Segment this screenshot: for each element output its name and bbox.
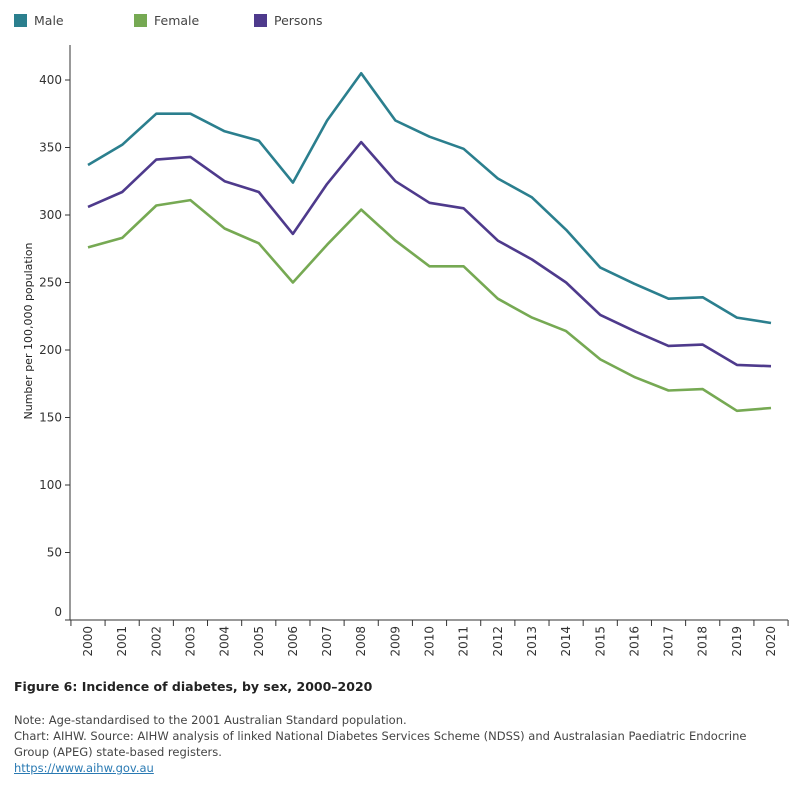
x-tick-label-2005: 2005 bbox=[252, 626, 266, 657]
x-tick-label-2015: 2015 bbox=[593, 626, 607, 657]
x-tick-label-2017: 2017 bbox=[662, 626, 676, 657]
y-tick-label-250: 250 bbox=[39, 276, 62, 290]
x-tick-label-2019: 2019 bbox=[730, 626, 744, 657]
series-lines bbox=[87, 72, 772, 413]
x-tick-label-2002: 2002 bbox=[149, 626, 163, 657]
x-tick-label-2018: 2018 bbox=[696, 626, 710, 657]
legend-label-male: Male bbox=[34, 13, 64, 28]
legend-swatch-male bbox=[14, 14, 27, 27]
x-tick-label-2016: 2016 bbox=[627, 626, 641, 657]
legend-item-persons[interactable]: Persons bbox=[254, 13, 323, 28]
x-tick-label-2003: 2003 bbox=[183, 626, 197, 657]
aihw-link[interactable]: https://www.aihw.gov.au bbox=[14, 761, 154, 775]
series-line-persons[interactable] bbox=[87, 140, 772, 368]
chart-notes: Note: Age-standardised to the 2001 Austr… bbox=[14, 712, 784, 776]
y-tick-label-100: 100 bbox=[39, 478, 62, 492]
series-line-male[interactable] bbox=[87, 72, 772, 325]
legend-label-female: Female bbox=[154, 13, 200, 28]
legend-item-female[interactable]: Female bbox=[134, 13, 199, 28]
x-tick-label-2011: 2011 bbox=[457, 626, 471, 657]
y-tick-label-150: 150 bbox=[39, 411, 62, 425]
legend-item-male[interactable]: Male bbox=[14, 13, 64, 28]
series-line-female[interactable] bbox=[87, 198, 772, 413]
x-tick-label-2013: 2013 bbox=[525, 626, 539, 657]
y-tick-label-50: 50 bbox=[47, 546, 62, 560]
y-tick-label-200: 200 bbox=[39, 343, 62, 357]
source-text: Chart: AIHW. Source: AIHW analysis of li… bbox=[14, 729, 747, 759]
y-tick-label-0: 0 bbox=[54, 605, 62, 619]
x-tick-label-2006: 2006 bbox=[286, 626, 300, 657]
x-tick-label-2007: 2007 bbox=[320, 626, 334, 657]
x-tick-label-2008: 2008 bbox=[354, 626, 368, 657]
x-tick-label-2012: 2012 bbox=[491, 626, 505, 657]
y-tick-label-300: 300 bbox=[39, 208, 62, 222]
x-tick-label-2000: 2000 bbox=[81, 626, 95, 657]
x-axis-ticks: 2000 2001 2002 2003 2004 2005 2006 2007 2008 2009… bbox=[70, 620, 789, 657]
legend-label-persons: Persons bbox=[274, 13, 323, 28]
y-tick-label-400: 400 bbox=[39, 73, 62, 87]
note-text: Note: Age-standardised to the 2001 Austr… bbox=[14, 713, 407, 727]
y-axis-title: Number per 100,000 population bbox=[22, 242, 35, 419]
x-tick-label-2009: 2009 bbox=[388, 626, 402, 657]
x-tick-label-2004: 2004 bbox=[218, 626, 232, 657]
y-axis-ticks: 0 50 100 150 200 250 300 350 400 bbox=[39, 73, 70, 621]
legend-swatch-persons bbox=[254, 14, 267, 27]
y-tick-label-350: 350 bbox=[39, 141, 62, 155]
legend-swatch-female bbox=[134, 14, 147, 27]
x-tick-label-2010: 2010 bbox=[423, 626, 437, 657]
x-tick-label-2020: 2020 bbox=[764, 626, 778, 657]
x-tick-label-2014: 2014 bbox=[559, 626, 573, 657]
figure-caption: Figure 6: Incidence of diabetes, by sex,… bbox=[14, 679, 373, 694]
x-tick-label-2001: 2001 bbox=[115, 626, 129, 657]
